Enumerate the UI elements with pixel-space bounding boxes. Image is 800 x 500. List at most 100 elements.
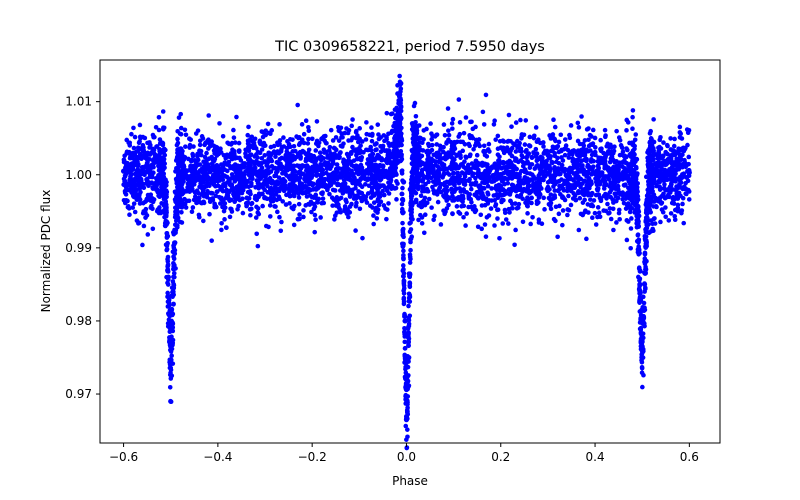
data-point (530, 215, 535, 220)
data-point (500, 221, 506, 226)
data-point (178, 125, 184, 131)
data-point (252, 154, 258, 159)
data-point (580, 163, 585, 168)
data-point (130, 178, 136, 184)
data-point (648, 128, 653, 134)
data-point (622, 158, 627, 163)
data-point (396, 100, 402, 105)
data-point (183, 144, 188, 149)
data-point (648, 195, 654, 200)
data-point (639, 355, 644, 360)
data-point (668, 211, 674, 216)
data-point (123, 185, 129, 190)
data-point (610, 206, 616, 212)
data-point (202, 159, 208, 164)
data-point (171, 243, 176, 248)
data-point (360, 139, 365, 144)
data-point (140, 134, 146, 140)
data-point (534, 163, 539, 169)
data-point (675, 202, 681, 208)
data-point (181, 179, 186, 184)
data-point (568, 202, 574, 208)
data-point (232, 140, 238, 145)
data-point (347, 174, 352, 179)
data-point (636, 266, 642, 271)
data-point (450, 155, 455, 161)
data-point (306, 128, 312, 134)
data-point (403, 364, 408, 370)
data-point (485, 183, 491, 189)
data-point (157, 194, 162, 200)
data-point (426, 196, 432, 202)
data-point (677, 130, 683, 135)
data-point (568, 149, 574, 155)
data-point (531, 174, 536, 179)
data-point (335, 181, 341, 187)
data-point (346, 209, 351, 214)
data-point (364, 177, 370, 183)
data-point (475, 195, 481, 201)
data-point (274, 197, 280, 203)
data-point (668, 136, 673, 141)
data-point (144, 160, 150, 166)
data-point (653, 204, 659, 209)
data-point (644, 208, 649, 214)
data-point (476, 184, 481, 189)
data-point (262, 143, 267, 149)
data-point (210, 161, 215, 167)
data-point (467, 135, 473, 141)
data-point (330, 203, 335, 208)
data-point (268, 151, 274, 157)
data-point (545, 180, 551, 185)
data-point (431, 217, 436, 223)
data-point (201, 200, 207, 206)
data-point (292, 156, 297, 162)
data-point (627, 140, 632, 146)
data-point (399, 138, 405, 143)
data-point (665, 188, 671, 193)
data-point (156, 163, 161, 169)
data-point (314, 119, 320, 124)
data-point (294, 186, 300, 192)
data-point (268, 199, 274, 204)
data-point (627, 191, 633, 197)
data-point (326, 177, 331, 183)
data-point (555, 179, 561, 184)
data-point (136, 220, 142, 226)
data-point (456, 209, 461, 215)
data-point (209, 238, 214, 243)
data-point (147, 140, 152, 145)
data-point (376, 132, 381, 137)
data-point (541, 144, 546, 149)
data-point (206, 146, 211, 151)
data-point (309, 209, 314, 215)
data-point (300, 171, 306, 177)
data-point (122, 190, 128, 196)
data-point (525, 203, 530, 209)
data-point (235, 207, 240, 212)
data-point (175, 176, 180, 181)
data-point (560, 158, 566, 163)
data-point (305, 141, 311, 146)
data-point (394, 197, 399, 202)
data-point (414, 166, 419, 172)
data-point (540, 155, 545, 161)
data-point (566, 193, 571, 199)
data-point (651, 199, 657, 204)
data-point (217, 121, 222, 126)
data-point (240, 210, 246, 216)
data-point (194, 200, 199, 206)
data-point (246, 164, 251, 169)
data-point (456, 134, 462, 139)
data-point (423, 166, 428, 172)
data-point (677, 152, 683, 158)
data-point (640, 331, 646, 336)
data-point (399, 169, 404, 174)
data-point (162, 214, 167, 220)
data-point (642, 250, 648, 256)
data-point (140, 145, 145, 151)
data-point (493, 137, 498, 142)
data-point (624, 202, 630, 208)
data-point (416, 123, 422, 128)
data-point (193, 131, 199, 136)
